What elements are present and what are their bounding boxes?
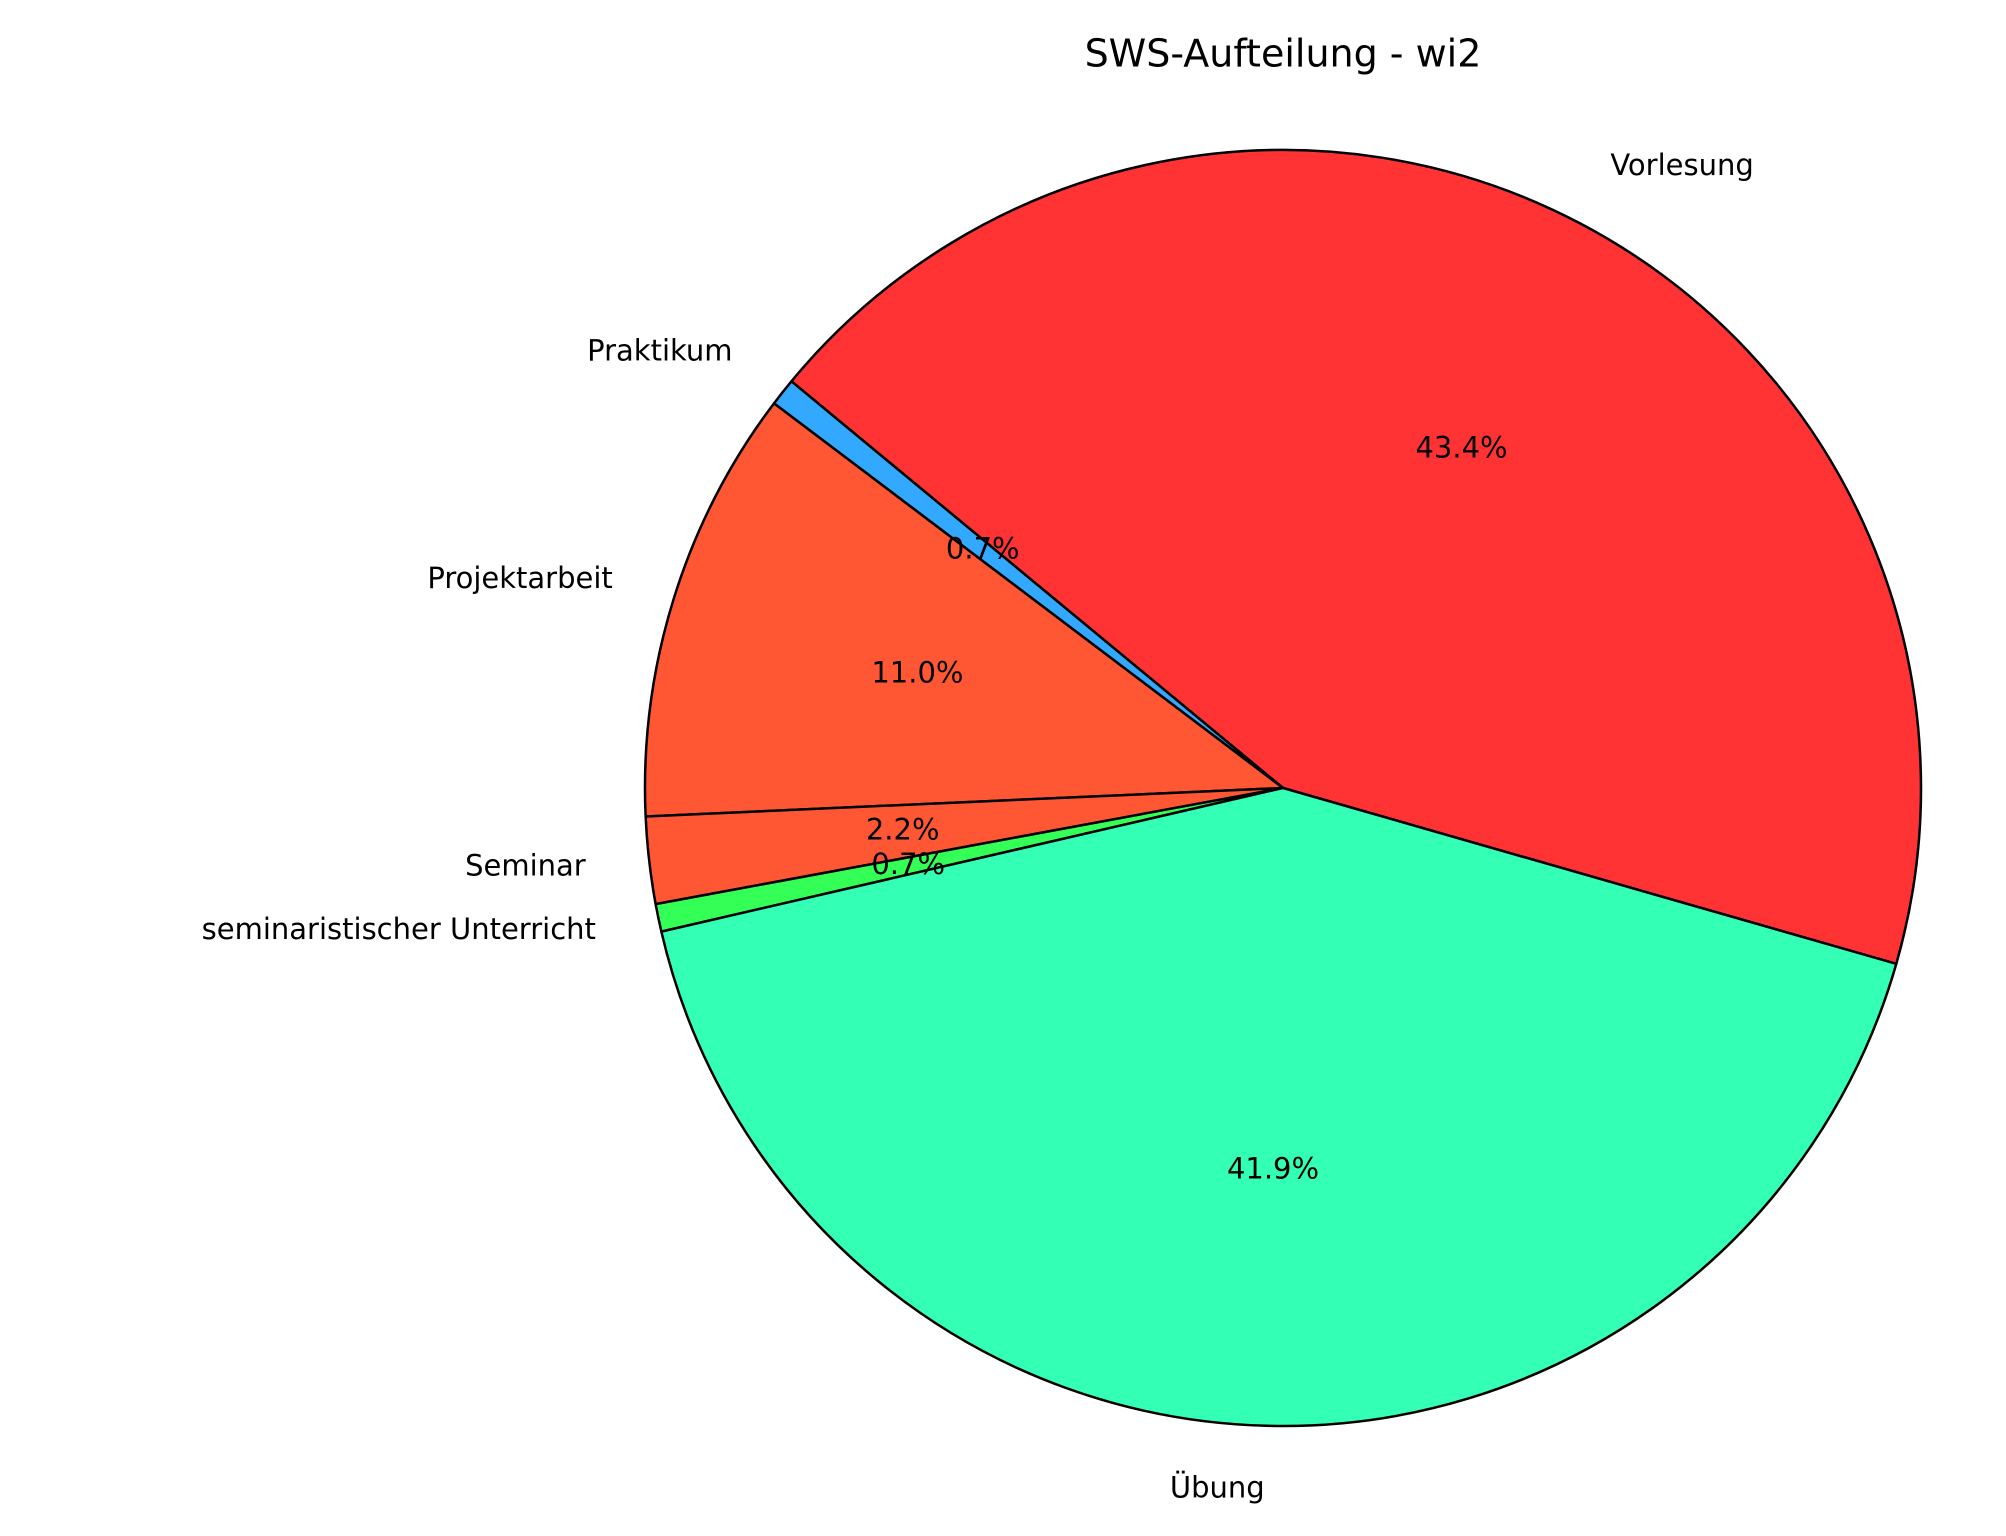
percent-label: 0.7% bbox=[871, 847, 945, 881]
slice-label: Übung bbox=[1170, 1471, 1265, 1505]
slice-label: Praktikum bbox=[587, 334, 732, 368]
percent-label: 0.7% bbox=[946, 532, 1020, 566]
slice-label: Vorlesung bbox=[1610, 148, 1753, 182]
pie-slice bbox=[643, 402, 1285, 818]
percent-label: 41.9% bbox=[1227, 1152, 1319, 1186]
percent-label: 11.0% bbox=[871, 655, 963, 689]
pie-slice bbox=[790, 148, 1923, 966]
percent-label: 43.4% bbox=[1415, 430, 1507, 464]
slice-label: Projektarbeit bbox=[427, 561, 612, 595]
slice-label: seminaristischer Unterricht bbox=[202, 912, 596, 946]
slice-label: Seminar bbox=[465, 849, 586, 883]
chart-title: SWS-Aufteilung - wi2 bbox=[1085, 32, 1482, 76]
pie-slice bbox=[660, 786, 1898, 1428]
percent-label: 2.2% bbox=[866, 812, 940, 846]
